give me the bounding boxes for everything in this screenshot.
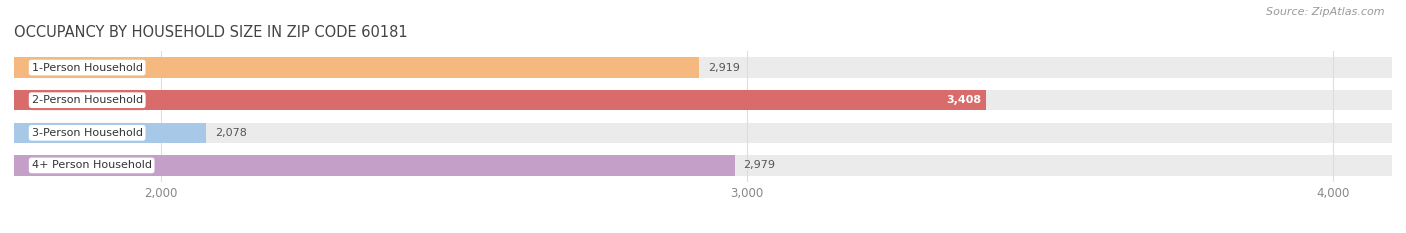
Bar [14, 123, 1392, 143]
Bar [14, 90, 986, 110]
Text: 3-Person Household: 3-Person Household [32, 128, 142, 138]
Text: 1-Person Household: 1-Person Household [32, 63, 142, 72]
Text: Source: ZipAtlas.com: Source: ZipAtlas.com [1267, 7, 1385, 17]
Bar [14, 123, 207, 143]
Text: 2-Person Household: 2-Person Household [32, 95, 143, 105]
Bar [14, 155, 1392, 175]
Text: 3,408: 3,408 [946, 95, 981, 105]
Bar [14, 155, 735, 175]
Bar [14, 58, 699, 78]
Text: 2,919: 2,919 [709, 63, 740, 72]
Text: 2,078: 2,078 [215, 128, 247, 138]
Bar [14, 58, 1392, 78]
Text: OCCUPANCY BY HOUSEHOLD SIZE IN ZIP CODE 60181: OCCUPANCY BY HOUSEHOLD SIZE IN ZIP CODE … [14, 25, 408, 40]
Text: 4+ Person Household: 4+ Person Household [32, 161, 152, 170]
Text: 2,979: 2,979 [744, 161, 776, 170]
Bar [14, 90, 1392, 110]
